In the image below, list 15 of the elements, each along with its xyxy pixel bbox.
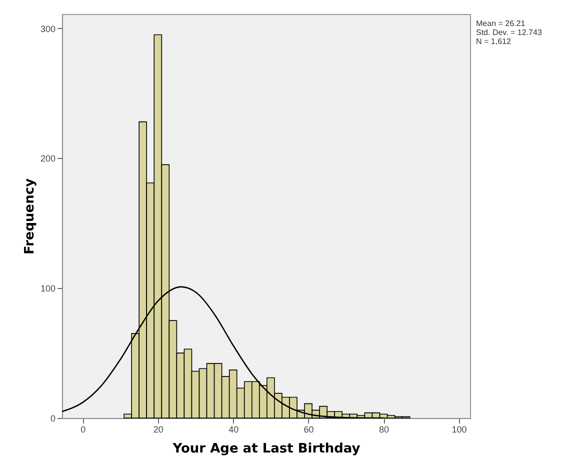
x-axis-title: Your Age at Last Birthday <box>172 442 361 456</box>
y-tick-label: 0 <box>50 414 56 424</box>
x-tick-label: 60 <box>304 424 314 434</box>
y-tick-label: 100 <box>40 284 56 294</box>
text: Mean = 26.21 <box>476 19 526 28</box>
y-tick-label: 200 <box>40 154 56 164</box>
text: N = 1,612 <box>476 37 512 46</box>
x-tick-label: 0 <box>80 424 86 434</box>
y-axis-title: Frequency <box>22 178 38 255</box>
y-tick-label: 300 <box>40 24 56 34</box>
x-tick-label: 80 <box>379 424 390 434</box>
x-tick-label: 20 <box>153 424 164 434</box>
x-tick-label: 40 <box>228 424 239 434</box>
text: Std. Dev. = 12.743 <box>476 28 542 37</box>
x-tick-label: 100 <box>452 424 467 434</box>
